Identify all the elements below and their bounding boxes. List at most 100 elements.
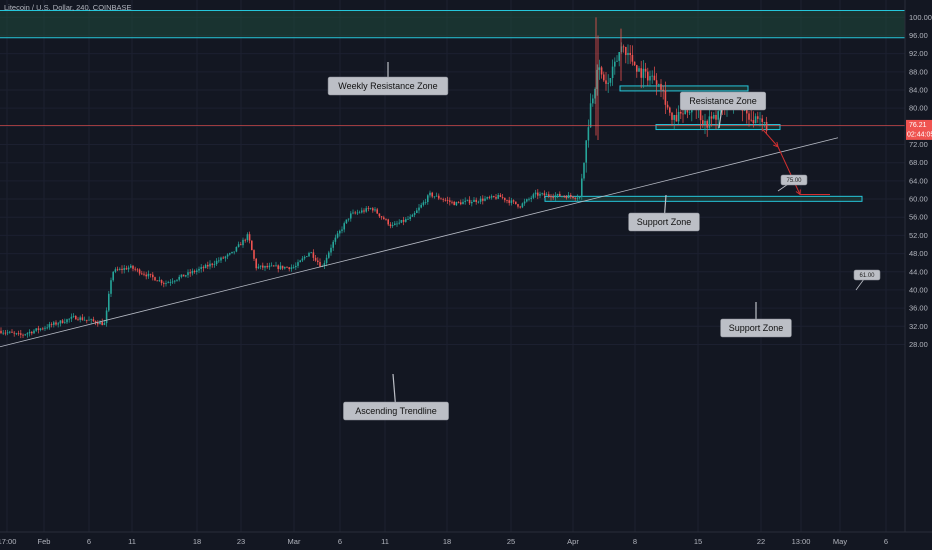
candle-body [28, 331, 31, 334]
time-tick-label: 18 [193, 537, 201, 546]
candle-body [589, 103, 592, 128]
candle-body [295, 265, 297, 268]
candle-body [530, 197, 532, 199]
candle-body [134, 268, 136, 270]
candle-body [609, 78, 612, 83]
ascending-trendline [0, 137, 839, 348]
candle-body [748, 113, 750, 120]
candle-body [325, 257, 328, 264]
candle-body [541, 193, 543, 195]
candle-body [402, 220, 405, 222]
candle-body [42, 328, 44, 330]
candle-body [649, 76, 651, 81]
candle-body [416, 210, 418, 213]
candle-body [70, 316, 73, 319]
candle-body [655, 80, 658, 85]
callout-box [343, 401, 449, 421]
price-axis[interactable]: 100.0096.0092.0088.0084.0080.0076.0072.0… [904, 0, 932, 532]
time-tick-label: Feb [38, 537, 51, 546]
candle-body [418, 207, 420, 211]
candle-body [512, 200, 515, 202]
time-tick-label: 6 [884, 537, 888, 546]
candle-body [376, 209, 378, 214]
callout-box [780, 174, 808, 186]
candle-body [578, 196, 581, 198]
candle-body [603, 74, 605, 81]
candle-body [570, 194, 572, 197]
time-tick-label: 25 [507, 537, 515, 546]
candle-body [50, 324, 53, 325]
candle-body [413, 212, 416, 215]
overlays [0, 125, 905, 348]
candle-body [532, 194, 535, 198]
candle-body [499, 195, 502, 198]
callout-box [628, 212, 700, 232]
price-tick-label: 48.00 [909, 249, 928, 258]
candle-body [167, 282, 169, 284]
candle-body [752, 120, 755, 124]
candle-body [136, 269, 139, 271]
candle-body [473, 199, 475, 202]
candle-body [688, 112, 691, 114]
resistance-zone-fill [0, 10, 905, 38]
candle-body [317, 260, 319, 263]
candle-body [354, 212, 356, 214]
candle-body [497, 195, 499, 199]
candle-body [226, 254, 229, 257]
candle-body [77, 319, 79, 321]
candle-body [281, 265, 284, 269]
candle-body [262, 265, 264, 268]
countdown-timer: 02:44:05 [907, 131, 932, 138]
candle-body [334, 237, 337, 242]
candle-body [759, 118, 761, 120]
candle-body [13, 332, 15, 334]
candle-body [273, 265, 275, 267]
candle-body [37, 328, 40, 330]
candle-body [105, 310, 108, 324]
time-tick-label: May [833, 537, 847, 546]
candle-body [53, 322, 55, 325]
candle-body [130, 265, 132, 268]
annotation-callout: Support Zone [628, 194, 700, 232]
candle-body [292, 267, 295, 268]
candle-body [460, 202, 462, 205]
candle-body [389, 224, 392, 227]
candle-body [398, 222, 400, 224]
candle-body [508, 200, 510, 203]
candle-body [15, 333, 18, 335]
candle-body [556, 193, 559, 196]
candle-body [110, 280, 112, 294]
candle-body [119, 268, 121, 270]
candle-body [303, 256, 306, 259]
candle-body [152, 274, 154, 278]
projection-path [761, 128, 830, 196]
callout-label: 75.00 [786, 178, 802, 184]
candle-body [534, 192, 537, 195]
candle-body [246, 234, 249, 241]
time-tick-label: 22 [757, 537, 765, 546]
candle-body [704, 120, 706, 124]
candle-body [457, 201, 460, 203]
time-axis[interactable]: 17:00 Feb 6 11 18 23 Mar 6 11 18 25 Apr 8 15 22 13:00 Ma… [0, 531, 932, 546]
candle-body [0, 330, 2, 334]
zone-rect [619, 85, 749, 92]
candle-body [380, 216, 383, 218]
candle-body [433, 196, 436, 198]
candle-body [187, 272, 189, 276]
candle-body [488, 197, 491, 198]
candle-body [55, 322, 57, 325]
candle-body [336, 233, 339, 238]
candle-body [365, 208, 367, 212]
candle-body [99, 321, 101, 325]
candle-body [288, 267, 290, 270]
candle-body [761, 118, 763, 122]
candle-body [427, 195, 429, 203]
candle-body [165, 283, 167, 284]
candle-body [198, 268, 200, 271]
candle-body [658, 83, 660, 85]
candle-body [352, 212, 354, 214]
candle-body [576, 197, 579, 199]
candle-body [367, 208, 370, 209]
candle-body [94, 321, 97, 324]
